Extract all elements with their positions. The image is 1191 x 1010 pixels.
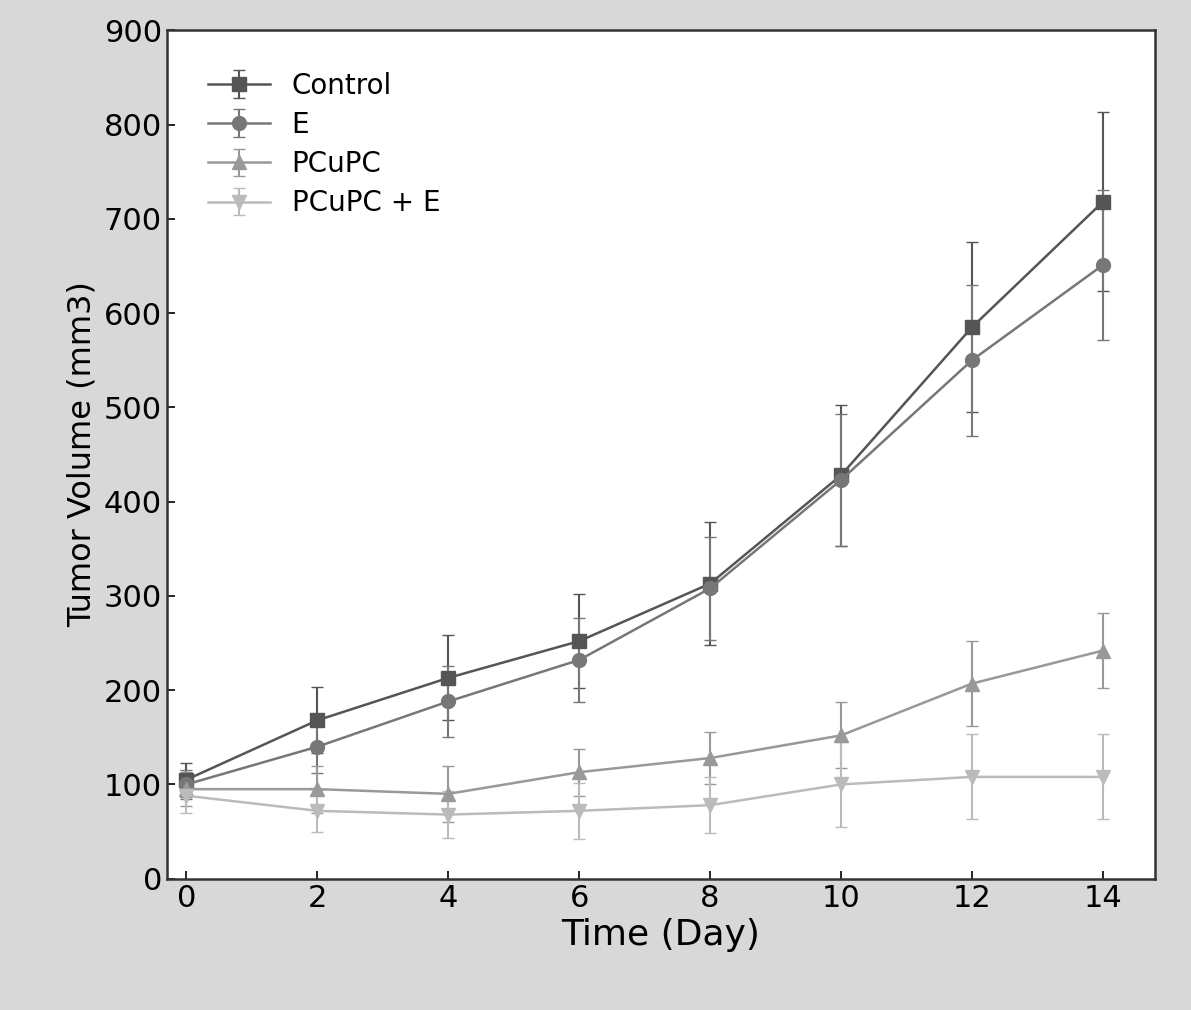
X-axis label: Time (Day): Time (Day): [562, 918, 760, 952]
Legend: Control, E, PCuPC, PCuPC + E: Control, E, PCuPC, PCuPC + E: [194, 59, 454, 231]
Y-axis label: Tumor Volume (mm3): Tumor Volume (mm3): [67, 282, 98, 627]
